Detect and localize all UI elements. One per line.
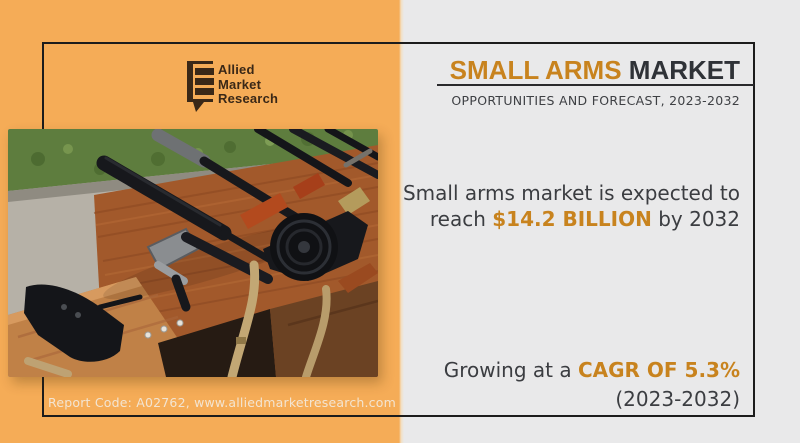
speech-bubble-logo-icon — [186, 60, 214, 116]
brand-line: Allied — [218, 62, 255, 77]
headline-line2-prefix: reach — [429, 206, 493, 231]
table-screws — [144, 319, 184, 339]
firearms-photo — [8, 129, 378, 377]
growth-value: CAGR OF 5.3% — [577, 358, 740, 382]
growth-stat: Growing at a CAGR OF 5.3% (2023-2032) — [444, 356, 740, 414]
brand-line: Market — [218, 76, 262, 92]
brand-logo: Allied Market Research — [186, 60, 278, 116]
brand-line: Research — [218, 91, 279, 106]
headline-line1: Small arms market is expected to — [402, 181, 740, 205]
title-underline — [437, 84, 754, 86]
headline-line2-suffix: by 2032 — [651, 206, 740, 231]
brand-logo-text: Allied Market Research — [218, 60, 278, 116]
title-highlight: SMALL ARMS — [449, 55, 622, 85]
report-code: Report Code: A02762, www.alliedmarketres… — [48, 395, 396, 410]
title-rest: MARKET — [621, 55, 740, 85]
growth-prefix: Growing at a — [443, 358, 578, 382]
headline: Small arms market is expected to reach $… — [403, 181, 740, 232]
rifles — [24, 129, 378, 377]
growth-range: (2023-2032) — [615, 387, 740, 411]
headline-value: $14.2 BILLION — [492, 206, 652, 231]
page-title: SMALL ARMS MARKET — [450, 54, 740, 86]
subtitle: OPPORTUNITIES AND FORECAST, 2023-2032 — [451, 93, 740, 108]
